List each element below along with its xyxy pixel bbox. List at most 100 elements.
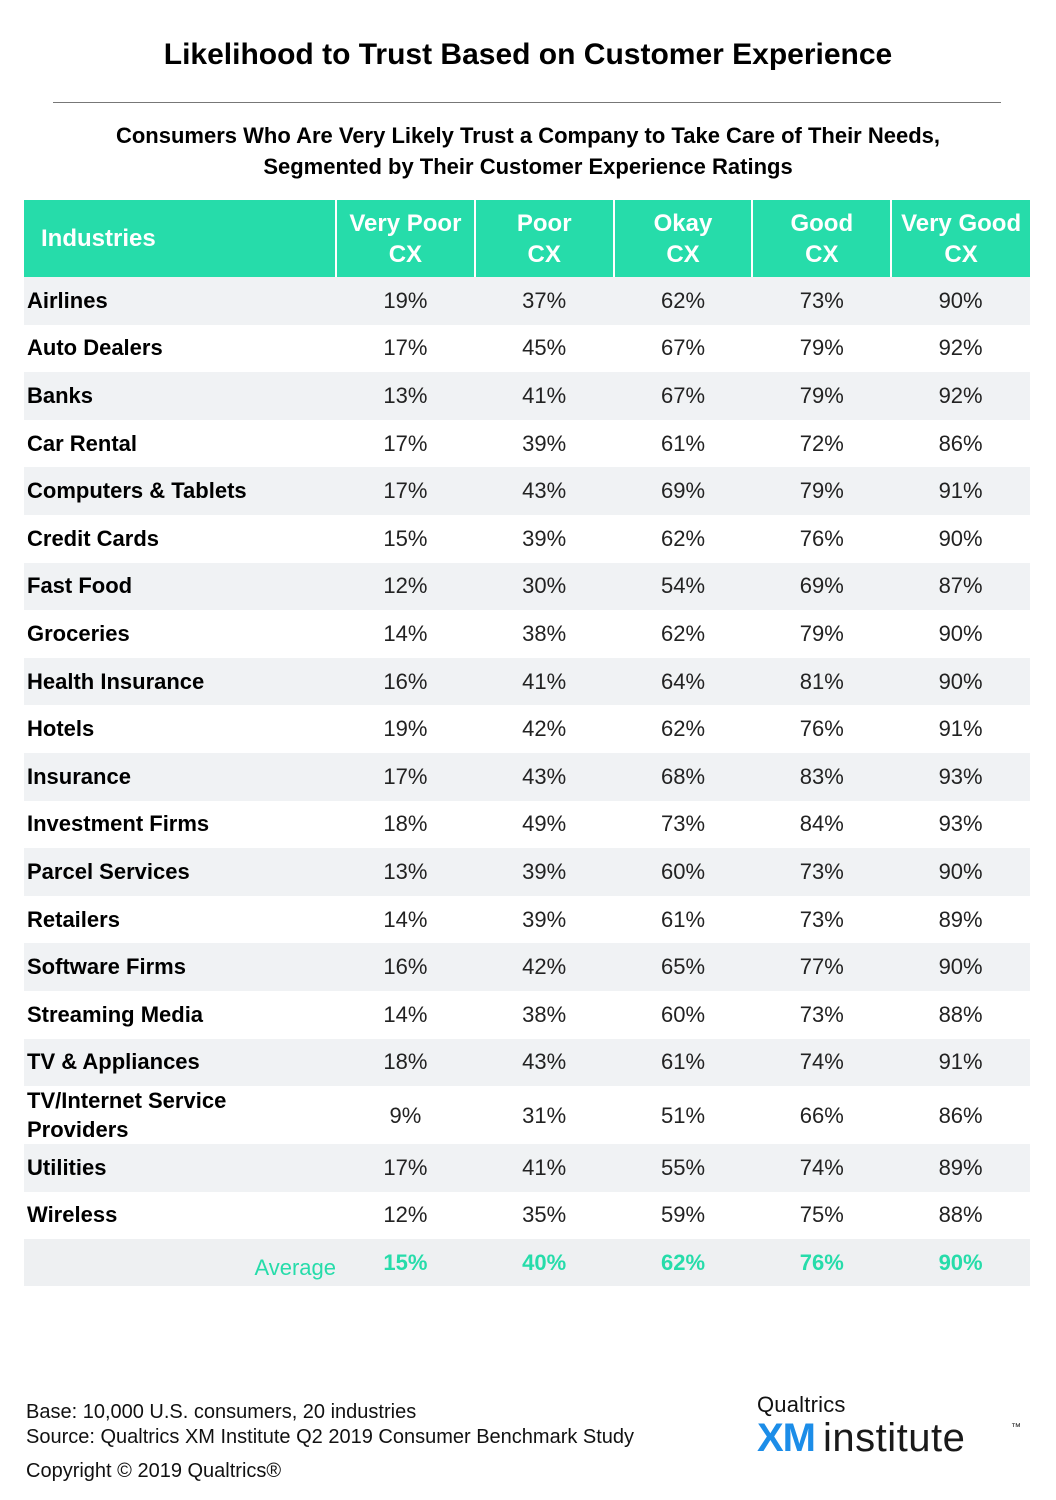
percent-cell: 89% bbox=[891, 1144, 1030, 1192]
average-value: 76% bbox=[752, 1239, 892, 1287]
qualtrics-xm-institute-logo: Qualtrics XM institute ™ bbox=[757, 1392, 1027, 1472]
percent-cell: 91% bbox=[891, 705, 1030, 753]
percent-cell: 86% bbox=[891, 1086, 1030, 1145]
table-row: TV & Appliances 18% 43% 61% 74% 91% bbox=[24, 1038, 1030, 1087]
percent-cell: 74% bbox=[752, 1144, 892, 1192]
logo-xm: XM bbox=[757, 1416, 816, 1460]
percent-cell: 60% bbox=[613, 848, 753, 896]
percent-cell: 62% bbox=[613, 514, 753, 563]
percent-cell: 62% bbox=[613, 277, 753, 325]
percent-cell: 76% bbox=[752, 514, 892, 563]
percent-cell: 38% bbox=[474, 990, 614, 1039]
industry-name: Computers & Tablets bbox=[24, 467, 336, 515]
header-very-poor-cx: Very Poor CX bbox=[336, 200, 476, 277]
percent-cell: 90% bbox=[891, 943, 1030, 991]
header-line: Good bbox=[790, 209, 854, 237]
header-okay-cx: Okay CX bbox=[613, 200, 754, 277]
page-title: Likelihood to Trust Based on Customer Ex… bbox=[163, 38, 893, 71]
percent-cell: 90% bbox=[891, 610, 1030, 658]
percent-cell: 41% bbox=[474, 1144, 614, 1192]
percent-cell: 13% bbox=[336, 848, 475, 896]
table-row: TV/Internet Service Providers 9% 31% 51% 66% 8… bbox=[24, 1086, 1030, 1145]
header-line: CX bbox=[666, 240, 700, 268]
percent-cell: 14% bbox=[336, 895, 475, 944]
header-very-good-cx: Very Good CX bbox=[891, 200, 1030, 277]
industry-name: Investment Firms bbox=[24, 800, 336, 849]
percent-cell: 43% bbox=[474, 1038, 614, 1087]
percent-cell: 54% bbox=[613, 562, 753, 611]
table-row: Fast Food 12% 30% 54% 69% 87% bbox=[24, 562, 1030, 611]
average-value: 40% bbox=[474, 1239, 614, 1287]
table-row: Hotels 19% 42% 62% 76% 91% bbox=[24, 705, 1030, 753]
percent-cell: 39% bbox=[474, 514, 614, 563]
percent-cell: 55% bbox=[613, 1144, 753, 1192]
trust-table: Industries Very Poor CX Poor CX Okay CX … bbox=[24, 200, 1030, 1287]
percent-cell: 51% bbox=[613, 1086, 753, 1145]
title-divider bbox=[53, 102, 1001, 103]
percent-cell: 93% bbox=[891, 800, 1030, 849]
percent-cell: 91% bbox=[891, 467, 1030, 515]
header-line: CX bbox=[805, 240, 839, 268]
industry-name: Banks bbox=[24, 372, 336, 420]
percent-cell: 16% bbox=[336, 943, 475, 991]
industry-name: Software Firms bbox=[24, 943, 336, 991]
percent-cell: 62% bbox=[613, 610, 753, 658]
industry-name: Streaming Media bbox=[24, 990, 336, 1039]
percent-cell: 12% bbox=[336, 1191, 475, 1240]
percent-cell: 35% bbox=[474, 1191, 614, 1240]
industry-name: TV & Appliances bbox=[24, 1038, 336, 1087]
header-line: Very Poor bbox=[349, 209, 462, 237]
industry-name: Health Insurance bbox=[24, 657, 336, 706]
percent-cell: 17% bbox=[336, 1144, 475, 1192]
percent-cell: 41% bbox=[474, 657, 614, 706]
percent-cell: 39% bbox=[474, 848, 614, 896]
percent-cell: 12% bbox=[336, 562, 475, 611]
table-row: Insurance 17% 43% 68% 83% 93% bbox=[24, 752, 1030, 801]
percent-cell: 31% bbox=[474, 1086, 614, 1145]
percent-cell: 30% bbox=[474, 562, 614, 611]
percent-cell: 90% bbox=[891, 514, 1030, 563]
percent-cell: 18% bbox=[336, 800, 475, 849]
table-row: Wireless 12% 35% 59% 75% 88% bbox=[24, 1191, 1030, 1240]
header-line: CX bbox=[527, 240, 561, 268]
percent-cell: 61% bbox=[613, 1038, 753, 1087]
percent-cell: 90% bbox=[891, 277, 1030, 325]
header-good-cx: Good CX bbox=[752, 200, 893, 277]
percent-cell: 67% bbox=[613, 372, 753, 420]
table-row: Credit Cards 15% 39% 62% 76% 90% bbox=[24, 514, 1030, 563]
percent-cell: 17% bbox=[336, 419, 475, 468]
header-industries: Industries bbox=[24, 200, 337, 277]
percent-cell: 69% bbox=[752, 562, 892, 611]
table-row: Groceries 14% 38% 62% 79% 90% bbox=[24, 610, 1030, 658]
percent-cell: 74% bbox=[752, 1038, 892, 1087]
percent-cell: 9% bbox=[336, 1086, 475, 1145]
percent-cell: 39% bbox=[474, 419, 614, 468]
percent-cell: 75% bbox=[752, 1191, 892, 1240]
percent-cell: 60% bbox=[613, 990, 753, 1039]
table-row: Auto Dealers 17% 45% 67% 79% 92% bbox=[24, 324, 1030, 373]
footnote-source: Source: Qualtrics XM Institute Q2 2019 C… bbox=[26, 1426, 635, 1448]
percent-cell: 73% bbox=[752, 895, 892, 944]
percent-cell: 73% bbox=[752, 990, 892, 1039]
percent-cell: 73% bbox=[613, 800, 753, 849]
percent-cell: 86% bbox=[891, 419, 1030, 468]
percent-cell: 81% bbox=[752, 657, 892, 706]
percent-cell: 72% bbox=[752, 419, 892, 468]
logo-trademark: ™ bbox=[1011, 1422, 1021, 1433]
table-row: Banks 13% 41% 67% 79% 92% bbox=[24, 372, 1030, 420]
industry-name: Wireless bbox=[24, 1191, 336, 1240]
industry-name: TV/Internet Service Providers bbox=[24, 1086, 336, 1145]
industry-name: Airlines bbox=[24, 277, 336, 325]
percent-cell: 41% bbox=[474, 372, 614, 420]
percent-cell: 73% bbox=[752, 277, 892, 325]
industry-name: Insurance bbox=[24, 752, 336, 801]
industry-name: Retailers bbox=[24, 895, 336, 944]
table-row: Airlines 19% 37% 62% 73% 90% bbox=[24, 277, 1030, 325]
percent-cell: 45% bbox=[474, 324, 614, 373]
industry-name-line: TV/Internet Service bbox=[27, 1088, 227, 1114]
logo-institute: institute bbox=[823, 1416, 966, 1460]
percent-cell: 61% bbox=[613, 895, 753, 944]
percent-cell: 76% bbox=[752, 705, 892, 753]
average-label: Average bbox=[24, 1239, 336, 1287]
header-line: Poor bbox=[516, 209, 572, 237]
